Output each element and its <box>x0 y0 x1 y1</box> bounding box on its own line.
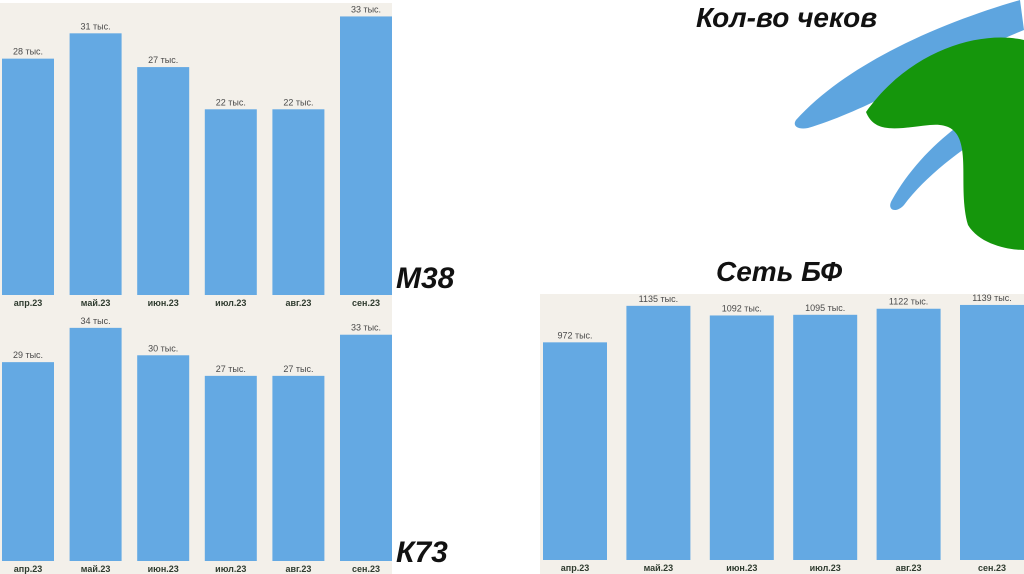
data-label: 33 тыс. <box>351 323 381 333</box>
category-label: июн.23 <box>148 298 179 308</box>
bar <box>137 355 190 561</box>
category-label: авг.23 <box>285 298 311 308</box>
chart-label-k73: К73 <box>396 536 448 569</box>
bar <box>626 305 691 560</box>
bar <box>876 308 941 560</box>
data-label: 22 тыс. <box>283 97 313 107</box>
category-label: май.23 <box>644 563 674 573</box>
bar <box>272 375 325 561</box>
bar <box>793 314 858 560</box>
data-label: 22 тыс. <box>216 97 246 107</box>
category-label: сен.23 <box>352 564 380 574</box>
category-label: июл.23 <box>810 563 841 573</box>
data-label: 27 тыс. <box>283 364 313 374</box>
category-label: апр.23 <box>14 298 42 308</box>
bar <box>543 342 607 560</box>
data-label: 28 тыс. <box>13 47 43 57</box>
chart-bf: 972 тыс. апр.23 1135 тыс. май.23 1092 тыс. ию… <box>543 294 1024 573</box>
bar <box>204 375 257 561</box>
chart-label-m38: М38 <box>396 262 455 295</box>
bar <box>204 109 257 295</box>
category-label: июл.23 <box>215 564 246 574</box>
data-label: 1095 тыс. <box>805 303 845 313</box>
category-label: авг.23 <box>896 563 922 573</box>
leaf-decoration-icon <box>794 0 1024 250</box>
bar <box>69 327 122 561</box>
data-label: 29 тыс. <box>13 350 43 360</box>
data-label: 33 тыс. <box>351 4 381 14</box>
category-label: апр.23 <box>14 564 42 574</box>
chart-panel-bf: 972 тыс. апр.23 1135 тыс. май.23 1092 тыс. ию… <box>540 294 1024 574</box>
data-label: 972 тыс. <box>557 330 592 340</box>
data-label: 1092 тыс. <box>722 303 762 313</box>
category-label: авг.23 <box>285 564 311 574</box>
category-label: июн.23 <box>726 563 757 573</box>
category-label: сен.23 <box>978 563 1006 573</box>
chart-k73: 29 тыс. апр.23 34 тыс. май.23 30 тыс. июн.23 2… <box>2 316 392 574</box>
data-label: 1135 тыс. <box>639 294 678 304</box>
category-label: май.23 <box>81 298 111 308</box>
category-label: апр.23 <box>561 563 589 573</box>
bar <box>709 315 774 560</box>
category-label: сен.23 <box>352 298 380 308</box>
category-label: июн.23 <box>148 564 179 574</box>
data-label: 1139 тыс. <box>972 294 1011 303</box>
category-label: май.23 <box>81 564 111 574</box>
bar <box>272 109 325 295</box>
data-label: 31 тыс. <box>81 21 111 31</box>
chart-panel-k73: 29 тыс. апр.23 34 тыс. май.23 30 тыс. июн.23 2… <box>0 313 392 574</box>
data-label: 27 тыс. <box>148 55 178 65</box>
bar <box>2 58 54 295</box>
bar <box>960 304 1024 560</box>
chart-label-bf: Сеть БФ <box>716 256 843 287</box>
bar <box>137 67 190 296</box>
bar <box>340 16 392 296</box>
bar <box>2 362 54 561</box>
data-label: 27 тыс. <box>216 364 246 374</box>
chart-panel-m38: 28 тыс. апр.23 31 тыс. май.23 27 тыс. июн.23 2… <box>0 3 392 313</box>
data-label: 30 тыс. <box>148 343 178 353</box>
data-label: 34 тыс. <box>81 316 111 326</box>
category-label: июл.23 <box>215 298 246 308</box>
bar <box>69 33 122 295</box>
data-label: 1122 тыс. <box>889 297 928 307</box>
page-title: Кол-во чеков <box>696 2 878 33</box>
bar <box>340 334 392 561</box>
chart-m38: 28 тыс. апр.23 31 тыс. май.23 27 тыс. июн.23 2… <box>2 4 392 308</box>
